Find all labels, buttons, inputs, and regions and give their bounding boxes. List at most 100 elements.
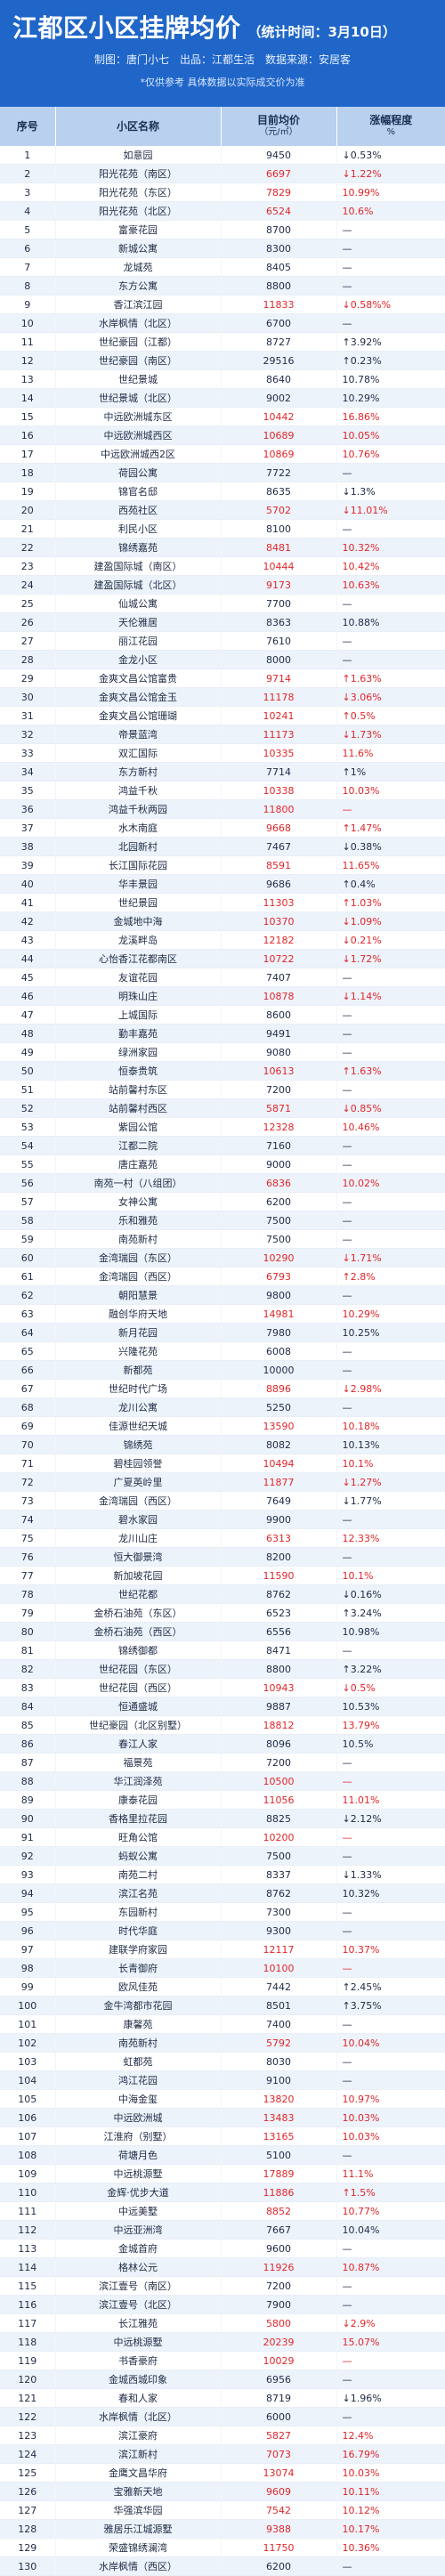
row-number: 50 <box>0 1062 55 1081</box>
price-change: 10.04% <box>336 2034 445 2053</box>
community-name: 金城西城印象 <box>55 2370 221 2389</box>
price-change: 10.36% <box>336 2539 445 2557</box>
average-price: 7714 <box>221 763 336 782</box>
price-change: 10.78% <box>336 370 445 389</box>
row-number: 107 <box>0 2127 55 2146</box>
row-number: 16 <box>0 426 55 445</box>
price-change: — <box>336 1754 445 1772</box>
community-name: 欧风佳苑 <box>55 1978 221 1997</box>
average-price: 8762 <box>221 1585 336 1604</box>
community-name: 东方新村 <box>55 763 221 782</box>
row-number: 45 <box>0 968 55 987</box>
price-change: 10.6% <box>336 202 445 221</box>
price-change: — <box>336 277 445 296</box>
price-change: ↓1.73% <box>336 725 445 744</box>
row-number: 124 <box>0 2445 55 2464</box>
row-number: 4 <box>0 202 55 221</box>
row-number: 31 <box>0 707 55 725</box>
average-price: 13074 <box>221 2464 336 2483</box>
community-name: 新加坡花园 <box>55 1567 221 1585</box>
average-price: 8700 <box>221 221 336 239</box>
row-number: 115 <box>0 2277 55 2296</box>
row-number: 90 <box>0 1810 55 1828</box>
row-number: 120 <box>0 2370 55 2389</box>
row-number: 66 <box>0 1361 55 1380</box>
community-name: 新月花园 <box>55 1324 221 1342</box>
price-change: 12.33% <box>336 1529 445 1548</box>
row-number: 61 <box>0 1268 55 1286</box>
row-number: 46 <box>0 987 55 1006</box>
community-name: 鸿益千秋 <box>55 782 221 800</box>
community-name: 友谊花园 <box>55 968 221 987</box>
table-header: 序号 小区名称 目前均价 （元/㎡） 涨幅程度 % <box>0 107 445 146</box>
community-name: 金辉·优步大道 <box>55 2183 221 2202</box>
average-price: 9100 <box>221 2071 336 2090</box>
price-change: — <box>336 1641 445 1660</box>
community-name: 滨江新村 <box>55 2445 221 2464</box>
community-name: 碧水家园 <box>55 1511 221 1529</box>
row-number: 85 <box>0 1716 55 1735</box>
price-change: 10.02% <box>336 1174 445 1193</box>
average-price: 8300 <box>221 239 336 258</box>
price-change: ↓1.14% <box>336 987 445 1006</box>
average-price: 11886 <box>221 2183 336 2202</box>
community-name: 兴隆花苑 <box>55 1342 221 1361</box>
community-name: 时代华庭 <box>55 1922 221 1940</box>
price-change: — <box>336 1847 445 1866</box>
community-name: 中海金玺 <box>55 2090 221 2109</box>
community-name: 世纪景园 <box>55 894 221 912</box>
row-number: 114 <box>0 2258 55 2277</box>
average-price: 9173 <box>221 576 336 595</box>
row-number: 5 <box>0 221 55 239</box>
average-price: 5800 <box>221 2314 336 2333</box>
row-number: 43 <box>0 931 55 950</box>
row-number: 104 <box>0 2071 55 2090</box>
average-price: 11800 <box>221 800 336 819</box>
row-number: 123 <box>0 2426 55 2445</box>
row-number: 32 <box>0 725 55 744</box>
community-name: 阳光花苑（东区） <box>55 183 221 202</box>
community-name: 金爽文昌公馆珊瑚 <box>55 707 221 725</box>
row-number: 1 <box>0 146 55 165</box>
average-price: 6700 <box>221 314 336 333</box>
community-name: 金爽文昌公馆金玉 <box>55 688 221 707</box>
price-change: — <box>336 1361 445 1380</box>
row-number: 97 <box>0 1940 55 1959</box>
average-price: 9900 <box>221 1511 336 1529</box>
average-price: 7667 <box>221 2221 336 2240</box>
row-number: 89 <box>0 1791 55 1810</box>
row-number: 63 <box>0 1305 55 1324</box>
row-number: 125 <box>0 2464 55 2483</box>
community-name: 世纪豪园（北区别墅） <box>55 1716 221 1735</box>
price-change: — <box>336 1081 445 1099</box>
community-name: 朝阳慧景 <box>55 1286 221 1305</box>
community-name: 中远亚洲湾 <box>55 2221 221 2240</box>
community-name: 恒大御景湾 <box>55 1548 221 1567</box>
price-change: — <box>336 1155 445 1174</box>
average-price: 6836 <box>221 1174 336 1193</box>
title-line: 江都区小区挂牌均价（统计时间：3月10日） <box>12 9 396 45</box>
community-name: 恒泰贵筑 <box>55 1062 221 1081</box>
price-change: 10.03% <box>336 782 445 800</box>
row-number: 87 <box>0 1754 55 1772</box>
